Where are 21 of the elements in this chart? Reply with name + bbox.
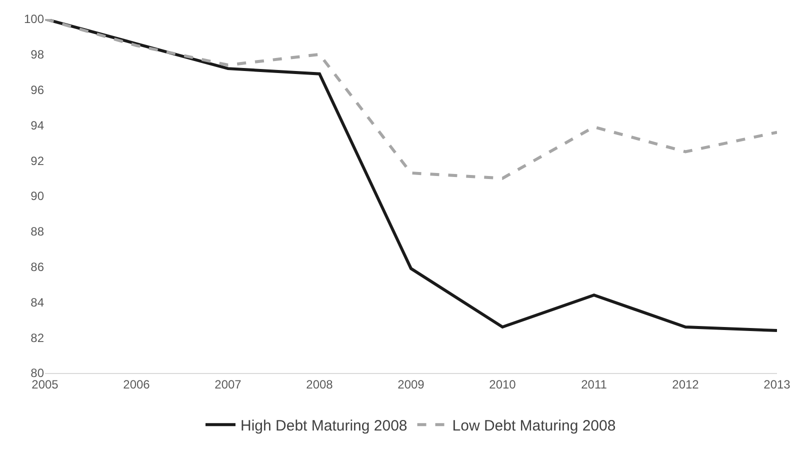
y-tick-label: 94 — [30, 118, 44, 132]
legend-label: Low Debt Maturing 2008 — [452, 418, 616, 434]
y-tick-label: 92 — [30, 154, 44, 168]
y-tick-label: 82 — [30, 330, 44, 345]
x-tick-label: 2011 — [581, 377, 608, 392]
x-tick-label: 2009 — [398, 377, 425, 392]
y-tick-label: 86 — [30, 260, 44, 274]
y-tick-label: 84 — [30, 295, 44, 310]
legend-label: High Debt Maturing 2008 — [240, 418, 408, 434]
x-tick-label: 2006 — [123, 377, 150, 392]
x-tick-label: 2008 — [306, 377, 334, 392]
y-tick-label: 88 — [30, 224, 44, 239]
y-tick-label: 100 — [24, 12, 44, 26]
x-tick-label: 2012 — [672, 377, 700, 392]
y-tick-label: 90 — [30, 189, 44, 204]
y-tick-label: 96 — [30, 83, 44, 97]
y-tick-label: 98 — [30, 48, 44, 62]
x-tick-label: 2013 — [764, 377, 791, 392]
x-tick-label: 2007 — [214, 377, 242, 392]
line-series — [45, 19, 777, 180]
x-tick-label: 2010 — [489, 377, 516, 392]
